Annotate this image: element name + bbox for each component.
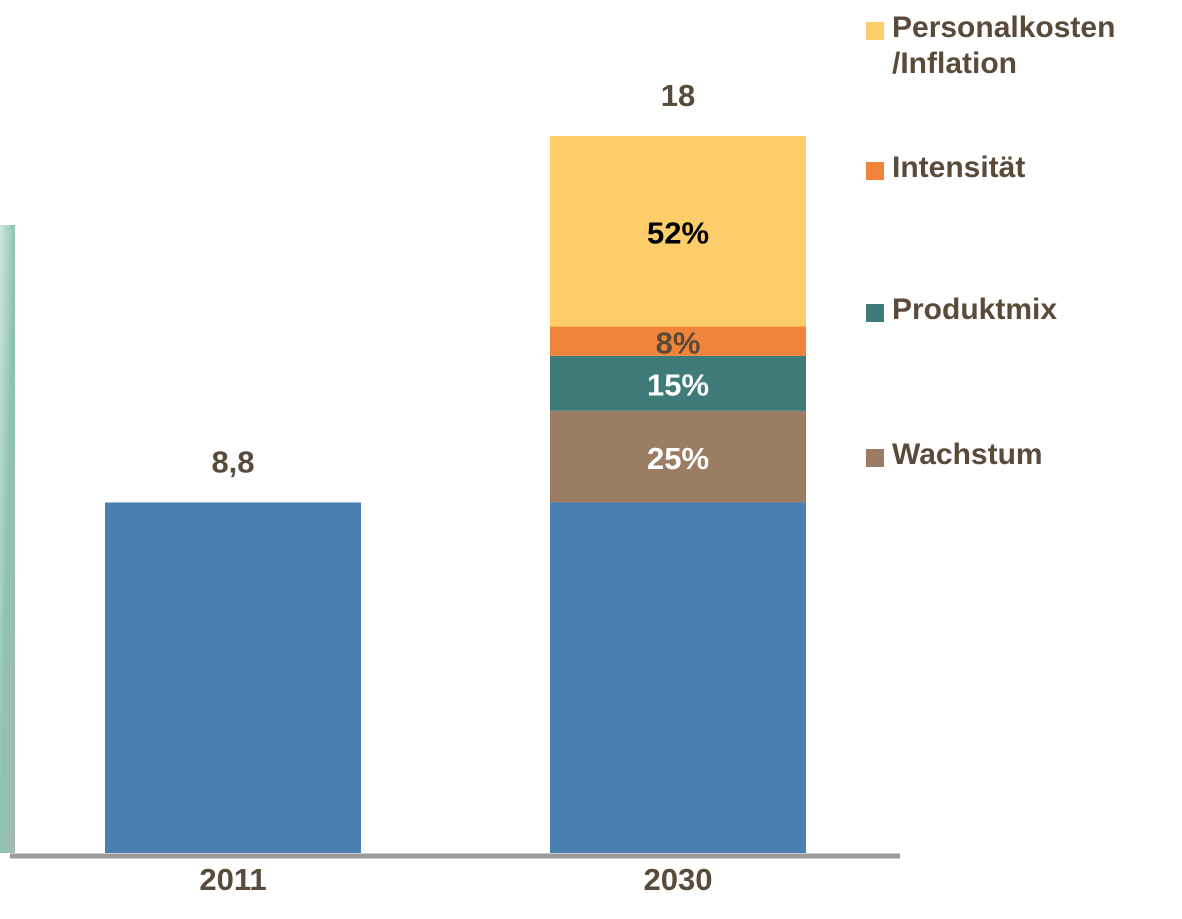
- legend-entry: Produktmix: [866, 292, 1166, 328]
- data-label: 15%: [647, 368, 709, 403]
- legend-swatch: [866, 304, 884, 322]
- legend-swatch: [866, 162, 884, 180]
- legend-entry: Wachstum: [866, 437, 1166, 473]
- total-label: 18: [661, 78, 695, 113]
- legend-swatch: [866, 449, 884, 467]
- x-tick-label: 2030: [644, 862, 713, 897]
- data-label: 25%: [647, 441, 709, 476]
- photo-edge: [0, 225, 15, 853]
- data-label: 52%: [647, 215, 709, 250]
- data-label: 8%: [656, 325, 701, 360]
- legend-swatch: [866, 22, 884, 40]
- legend-entry: Intensität: [866, 150, 1166, 186]
- x-tick-label: 2011: [199, 862, 266, 897]
- legend-label: Personalkosten /Inflation: [892, 11, 1115, 80]
- bar: [550, 502, 806, 853]
- total-label: 8,8: [211, 445, 254, 480]
- legend-label: Intensität: [892, 151, 1025, 184]
- legend-entry: Personalkosten /Inflation: [866, 10, 1116, 82]
- legend-label: Wachstum: [892, 438, 1043, 471]
- page: 2011 8,8 2030 25% 15% 8% 52% 18 Wachstum Produkt…: [0, 0, 1182, 919]
- bar: [105, 502, 361, 853]
- legend-label: Produktmix: [892, 293, 1057, 326]
